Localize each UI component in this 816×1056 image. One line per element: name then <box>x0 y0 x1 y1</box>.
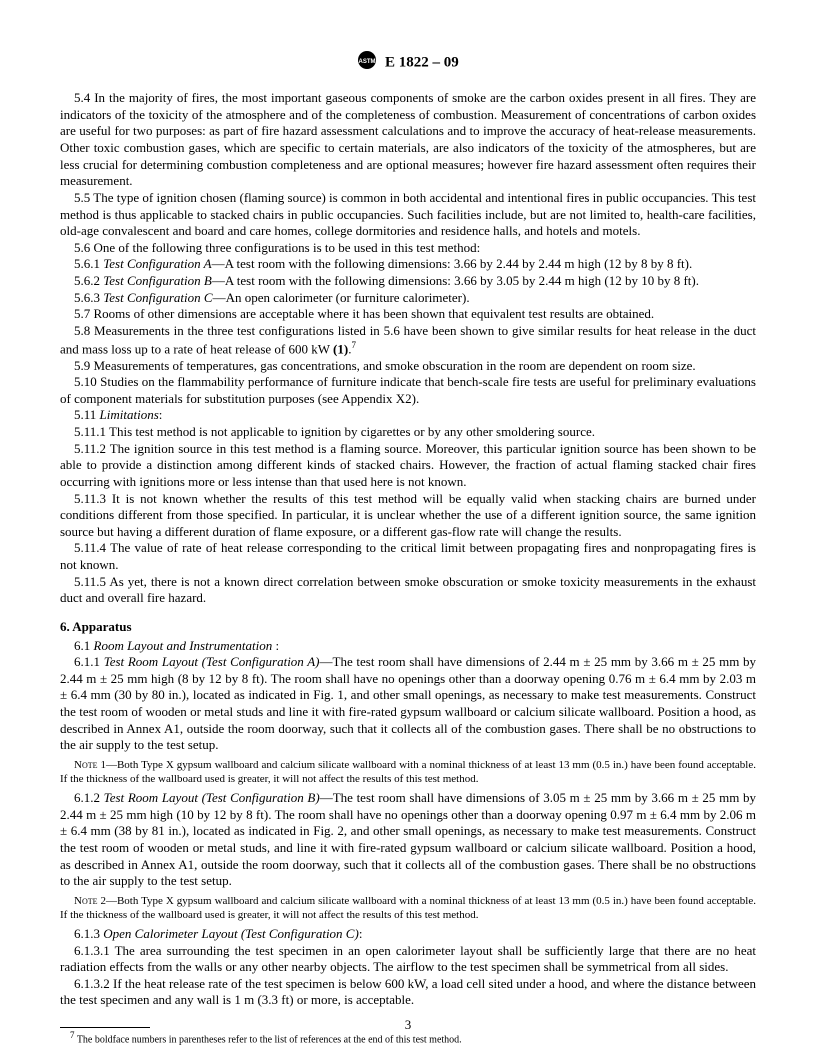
label: 6.1.2 <box>74 790 104 805</box>
para-6-1: 6.1 Room Layout and Instrumentation : <box>60 638 756 655</box>
para-5-6-2: 5.6.2 Test Configuration B—A test room w… <box>60 273 756 290</box>
label: 5.6.3 <box>74 290 103 305</box>
note-2: Note 2—Both Type X gypsum wallboard and … <box>60 894 756 922</box>
para-5-6-1: 5.6.1 Test Configuration A—A test room w… <box>60 256 756 273</box>
footnote-text: The boldface numbers in parentheses refe… <box>75 1034 462 1045</box>
text: —A test room with the following dimensio… <box>212 256 693 271</box>
footnote-ref: 7 <box>351 340 356 350</box>
note-1: Note 1—Both Type X gypsum wallboard and … <box>60 758 756 786</box>
label: 5.6.2 <box>74 273 103 288</box>
section-6-heading: 6. Apparatus <box>60 619 756 636</box>
svg-text:ASTM: ASTM <box>359 59 376 65</box>
page-number: 3 <box>0 1017 816 1034</box>
note-label: Note <box>74 759 98 771</box>
colon: : <box>359 926 363 941</box>
astm-logo-icon: ASTM <box>357 50 377 76</box>
para-5-4: 5.4 In the majority of fires, the most i… <box>60 90 756 190</box>
ref-bold: (1) <box>333 341 348 356</box>
text-a: 5.8 Measurements in the three test confi… <box>60 323 756 356</box>
label: 5.11 <box>74 407 100 422</box>
note-label: Note <box>74 895 98 907</box>
para-5-11-1: 5.11.1 This test method is not applicabl… <box>60 424 756 441</box>
para-5-11: 5.11 Limitations: <box>60 407 756 424</box>
config-c-title: Test Configuration C <box>103 290 212 305</box>
colon: : <box>276 638 280 653</box>
para-6-1-3-1: 6.1.3.1 The area surrounding the test sp… <box>60 943 756 976</box>
para-6-1-1: 6.1.1 Test Room Layout (Test Configurati… <box>60 654 756 754</box>
note-text: 2—Both Type X gypsum wallboard and calci… <box>60 895 756 921</box>
para-5-6-3: 5.6.3 Test Configuration C—An open calor… <box>60 290 756 307</box>
note-text: 1—Both Type X gypsum wallboard and calci… <box>60 759 756 785</box>
label: 6.1.1 <box>74 654 104 669</box>
config-a-title: Test Configuration A <box>103 256 211 271</box>
para-6-1-2: 6.1.2 Test Room Layout (Test Configurati… <box>60 790 756 890</box>
config-a-layout-title: Test Room Layout (Test Configuration A) <box>104 654 320 669</box>
colon: : <box>159 407 163 422</box>
para-6-1-3-2: 6.1.3.2 If the heat release rate of the … <box>60 976 756 1009</box>
doc-header: ASTM E 1822 – 09 <box>60 50 756 76</box>
para-5-8: 5.8 Measurements in the three test confi… <box>60 323 756 358</box>
para-5-10: 5.10 Studies on the flammability perform… <box>60 374 756 407</box>
text: —An open calorimeter (or furniture calor… <box>213 290 470 305</box>
para-5-11-4: 5.11.4 The value of rate of heat release… <box>60 540 756 573</box>
text: —A test room with the following dimensio… <box>212 273 699 288</box>
label: 5.6.1 <box>74 256 103 271</box>
para-5-6: 5.6 One of the following three configura… <box>60 240 756 257</box>
config-c-layout-title: Open Calorimeter Layout (Test Configurat… <box>103 926 359 941</box>
para-5-9: 5.9 Measurements of temperatures, gas co… <box>60 358 756 375</box>
limitations-title: Limitations <box>100 407 159 422</box>
para-5-11-3: 5.11.3 It is not known whether the resul… <box>60 491 756 541</box>
config-b-layout-title: Test Room Layout (Test Configuration B) <box>104 790 320 805</box>
label: 6.1 <box>74 638 94 653</box>
config-b-title: Test Configuration B <box>103 273 212 288</box>
doc-designation: E 1822 – 09 <box>385 55 459 71</box>
para-5-11-2: 5.11.2 The ignition source in this test … <box>60 441 756 491</box>
para-5-7: 5.7 Rooms of other dimensions are accept… <box>60 306 756 323</box>
label: 6.1.3 <box>74 926 103 941</box>
para-5-11-5: 5.11.5 As yet, there is not a known dire… <box>60 574 756 607</box>
para-5-5: 5.5 The type of ignition chosen (flaming… <box>60 190 756 240</box>
room-layout-title: Room Layout and Instrumentation <box>94 638 276 653</box>
para-6-1-3: 6.1.3 Open Calorimeter Layout (Test Conf… <box>60 926 756 943</box>
